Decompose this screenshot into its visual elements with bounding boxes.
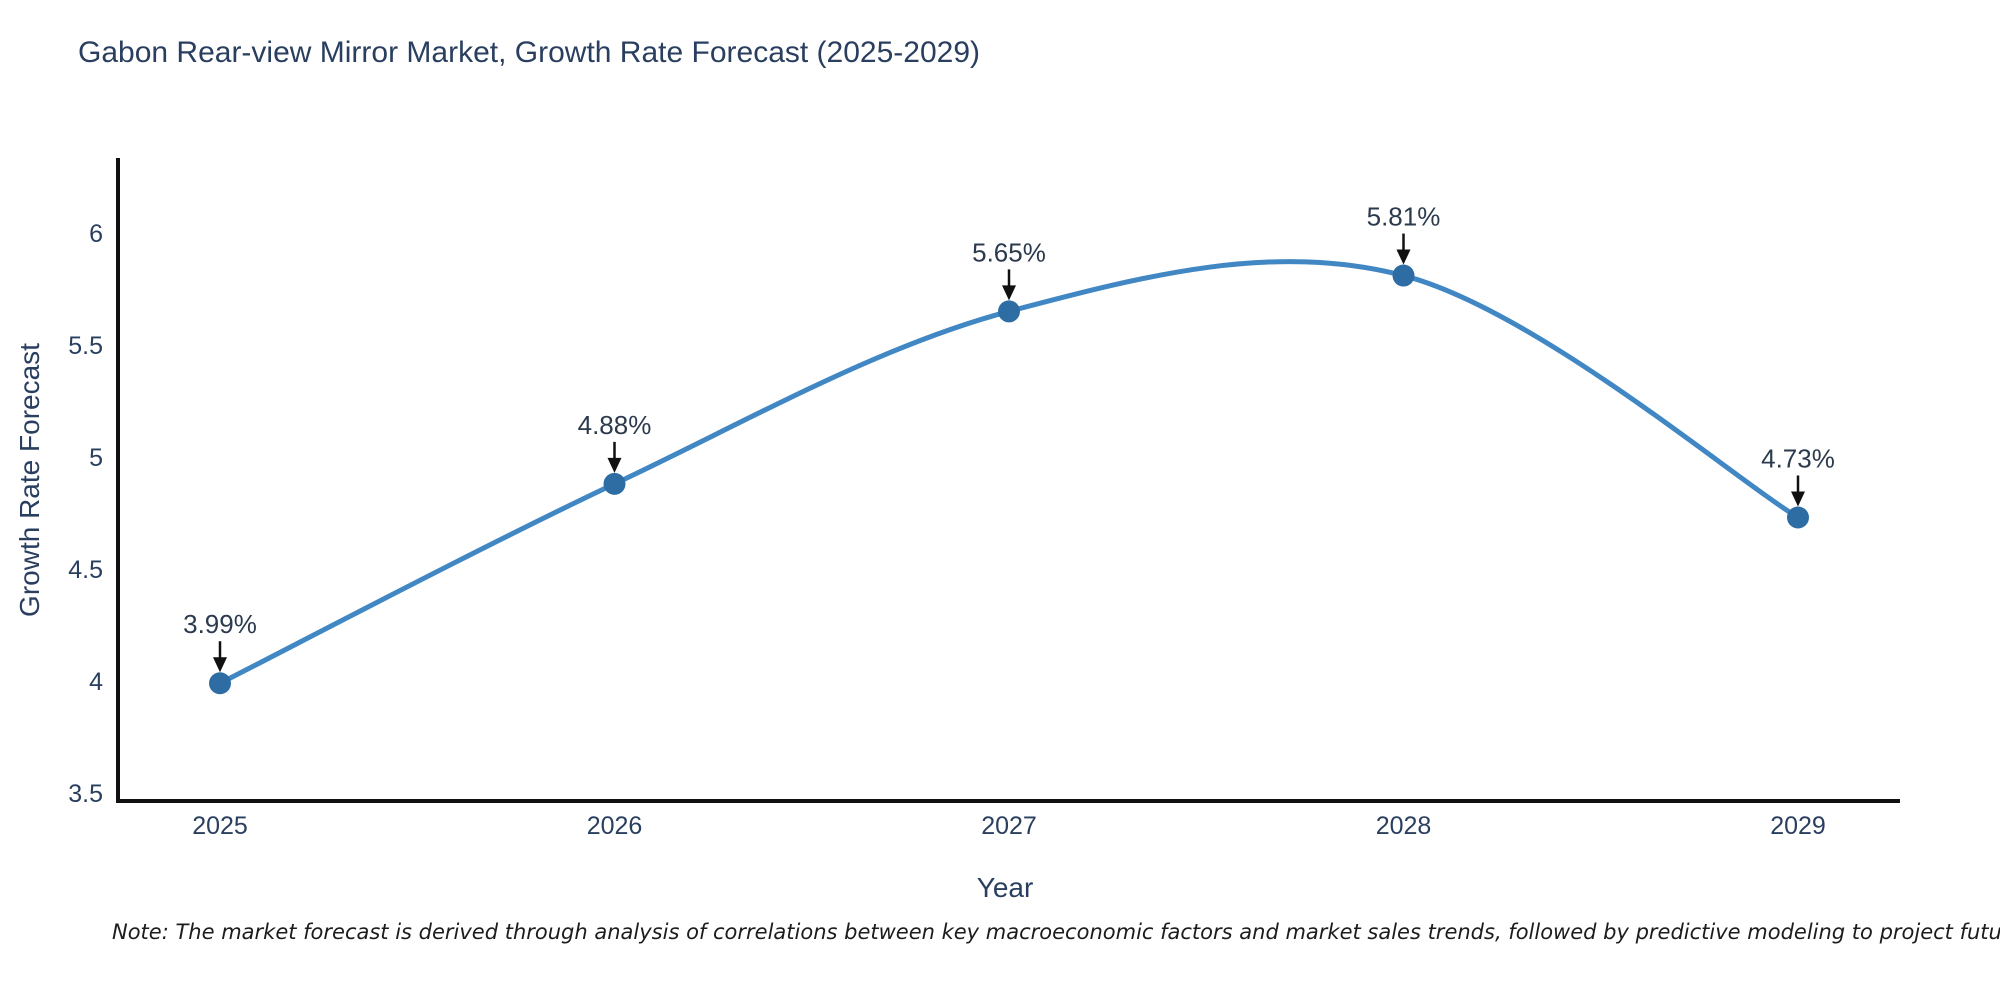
- annotation-arrowhead-icon: [1791, 491, 1805, 507]
- point-value-label: 3.99%: [183, 609, 257, 639]
- annotation-arrowhead-icon: [1396, 249, 1411, 265]
- axes: [116, 158, 1900, 803]
- point-value-label: 4.88%: [578, 410, 652, 440]
- data-point-marker: [1392, 264, 1415, 287]
- point-value-label: 5.65%: [972, 237, 1046, 267]
- series-line: [209, 259, 1809, 695]
- y-tick-label: 6: [89, 220, 103, 248]
- x-tick-label: 2029: [1770, 812, 1826, 840]
- chart-title: Gabon Rear-view Mirror Market, Growth Ra…: [78, 36, 980, 69]
- annotation-arrowhead-icon: [213, 657, 227, 673]
- x-tick-label: 2025: [192, 812, 248, 840]
- y-tick-label: 5: [89, 444, 103, 472]
- forecast-line: [217, 259, 1801, 686]
- annotation-arrowhead-icon: [1002, 285, 1016, 301]
- tick-labels: 3.5 4 4.5 5 5.5 6 2025 2026 2027 2028 2029: [68, 220, 1826, 840]
- y-tick-label: 5.5: [68, 332, 103, 360]
- y-tick-label: 4.5: [68, 556, 103, 584]
- x-tick-label: 2027: [981, 812, 1037, 840]
- y-axis-title: Growth Rate Forecast: [14, 343, 45, 617]
- point-value-label: 4.73%: [1761, 443, 1835, 473]
- x-tick-label: 2026: [587, 812, 643, 840]
- annotation-arrowhead-icon: [607, 457, 622, 473]
- data-point-marker: [603, 472, 626, 495]
- y-tick-label: 4: [89, 668, 103, 696]
- x-axis-title: Year: [976, 872, 1034, 903]
- data-point-marker: [1787, 506, 1809, 529]
- point-annotations: 3.99% 4.88% 5.65% 5.81% 4.73%: [183, 202, 1835, 673]
- footnote: Note: The market forecast is derived thr…: [112, 920, 2000, 944]
- data-point-marker: [209, 672, 231, 695]
- point-value-label: 5.81%: [1367, 202, 1441, 232]
- data-point-marker: [998, 300, 1020, 323]
- x-tick-label: 2028: [1376, 812, 1432, 840]
- y-tick-label: 3.5: [68, 780, 103, 808]
